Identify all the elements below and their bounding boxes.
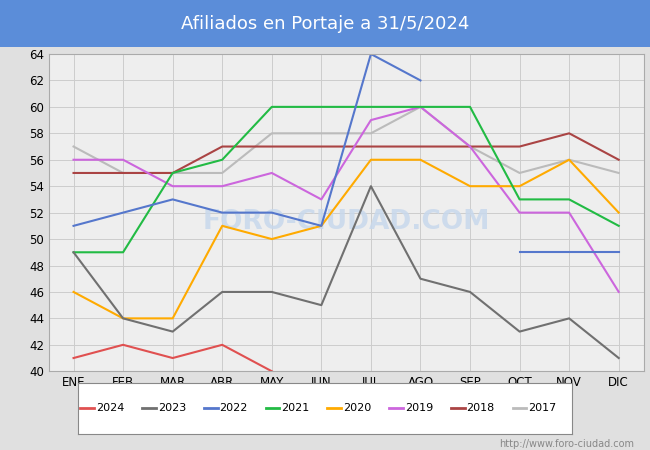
Text: 2020: 2020 — [343, 403, 371, 414]
Text: 2018: 2018 — [467, 403, 495, 414]
Text: 2017: 2017 — [528, 403, 556, 414]
Text: 2021: 2021 — [281, 403, 309, 414]
Text: FORO-CIUDAD.COM: FORO-CIUDAD.COM — [202, 209, 490, 235]
Text: 2022: 2022 — [220, 403, 248, 414]
Text: 2024: 2024 — [96, 403, 124, 414]
Text: 2023: 2023 — [158, 403, 186, 414]
Text: 2019: 2019 — [405, 403, 433, 414]
Text: Afiliados en Portaje a 31/5/2024: Afiliados en Portaje a 31/5/2024 — [181, 14, 469, 33]
Text: http://www.foro-ciudad.com: http://www.foro-ciudad.com — [499, 439, 634, 449]
